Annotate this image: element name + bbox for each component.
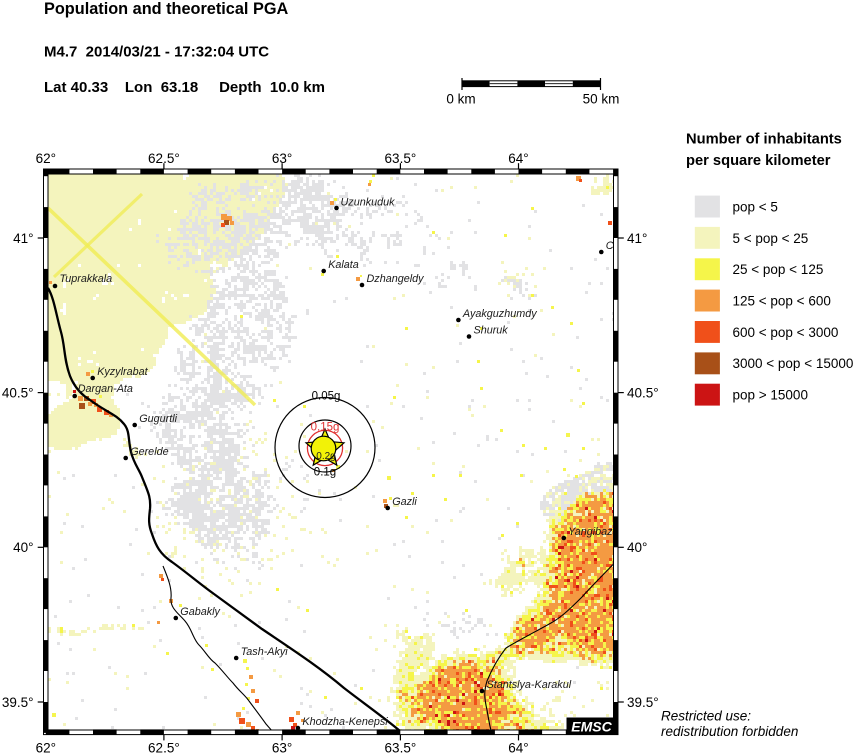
svg-text:63.5°: 63.5° xyxy=(385,151,417,166)
svg-text:Dzhangeldy: Dzhangeldy xyxy=(367,273,425,285)
svg-text:Population and theoretical PGA: Population and theoretical PGA xyxy=(44,0,288,18)
svg-text:25 < pop < 125: 25 < pop < 125 xyxy=(733,262,824,277)
svg-text:40.5°: 40.5° xyxy=(2,386,34,401)
svg-text:0.1g: 0.1g xyxy=(314,467,336,479)
svg-text:per square kilometer: per square kilometer xyxy=(686,153,831,169)
svg-text:Uzunkuduk: Uzunkuduk xyxy=(341,197,396,209)
svg-text:0.05g: 0.05g xyxy=(312,391,341,403)
svg-text:39.5°: 39.5° xyxy=(2,695,34,710)
svg-text:41°: 41° xyxy=(13,231,33,246)
svg-text:Gazli: Gazli xyxy=(392,496,417,508)
svg-text:64°: 64° xyxy=(508,741,528,754)
svg-text:Lat 40.33 Lon 63.18 De: Lat 40.33 Lon 63.18 Depth 10.0 km xyxy=(44,79,325,96)
svg-text:Gerelde: Gerelde xyxy=(130,446,168,458)
svg-text:redistribution forbidden: redistribution forbidden xyxy=(661,724,798,739)
svg-text:63.5°: 63.5° xyxy=(385,741,417,754)
svg-text:62.5°: 62.5° xyxy=(148,151,180,166)
svg-text:Shuruk: Shuruk xyxy=(474,325,509,337)
svg-text:Tash-Akyi: Tash-Akyi xyxy=(241,646,289,658)
svg-text:Kalata: Kalata xyxy=(328,259,359,271)
svg-text:125 < pop < 600: 125 < pop < 600 xyxy=(733,293,831,308)
svg-text:40.5°: 40.5° xyxy=(627,385,659,400)
svg-text:Dargan-Ata: Dargan-Ata xyxy=(78,383,133,395)
svg-text:62°: 62° xyxy=(36,151,56,166)
svg-text:Gugurtli: Gugurtli xyxy=(139,413,177,425)
svg-text:40°: 40° xyxy=(13,540,33,555)
svg-text:M4.7 2014/03/21 - 17:32:04 UT: M4.7 2014/03/21 - 17:32:04 UTC xyxy=(44,44,269,61)
svg-text:50 km: 50 km xyxy=(583,92,620,107)
svg-text:62°: 62° xyxy=(36,741,56,754)
svg-text:Number of inhabitants: Number of inhabitants xyxy=(686,132,842,148)
svg-text:Tuprakkala: Tuprakkala xyxy=(60,273,113,285)
svg-text:Stantslya-Karakul: Stantslya-Karakul xyxy=(487,679,572,691)
svg-text:pop > 15000: pop > 15000 xyxy=(733,388,808,403)
svg-text:64°: 64° xyxy=(508,151,528,166)
svg-text:39.5°: 39.5° xyxy=(627,695,659,710)
svg-text:63°: 63° xyxy=(272,151,292,166)
svg-text:Yangibaza: Yangibaza xyxy=(568,526,618,538)
svg-text:41°: 41° xyxy=(627,231,647,246)
svg-text:pop < 5: pop < 5 xyxy=(733,199,778,214)
svg-text:600 < pop < 3000: 600 < pop < 3000 xyxy=(733,325,839,340)
svg-text:Khodzha-Kenepsi: Khodzha-Kenepsi xyxy=(302,716,388,728)
svg-text:Ayakguzhumdy: Ayakguzhumdy xyxy=(462,308,537,320)
svg-text:Gabakly: Gabakly xyxy=(180,606,220,618)
svg-text:5 < pop < 25: 5 < pop < 25 xyxy=(733,231,809,246)
svg-text:Kyzylrabat: Kyzylrabat xyxy=(97,366,148,378)
svg-text:Restricted use:: Restricted use: xyxy=(661,709,751,724)
svg-text:62.5°: 62.5° xyxy=(148,741,180,754)
svg-text:0 km: 0 km xyxy=(446,92,475,107)
svg-text:EMSC: EMSC xyxy=(571,719,612,735)
svg-text:3000 < pop < 15000: 3000 < pop < 15000 xyxy=(733,356,854,371)
svg-text:0.15g: 0.15g xyxy=(311,422,340,434)
svg-text:40°: 40° xyxy=(627,540,647,555)
svg-text:Ch: Ch xyxy=(606,240,620,252)
svg-text:0.2g: 0.2g xyxy=(316,451,335,462)
svg-text:63°: 63° xyxy=(272,741,292,754)
